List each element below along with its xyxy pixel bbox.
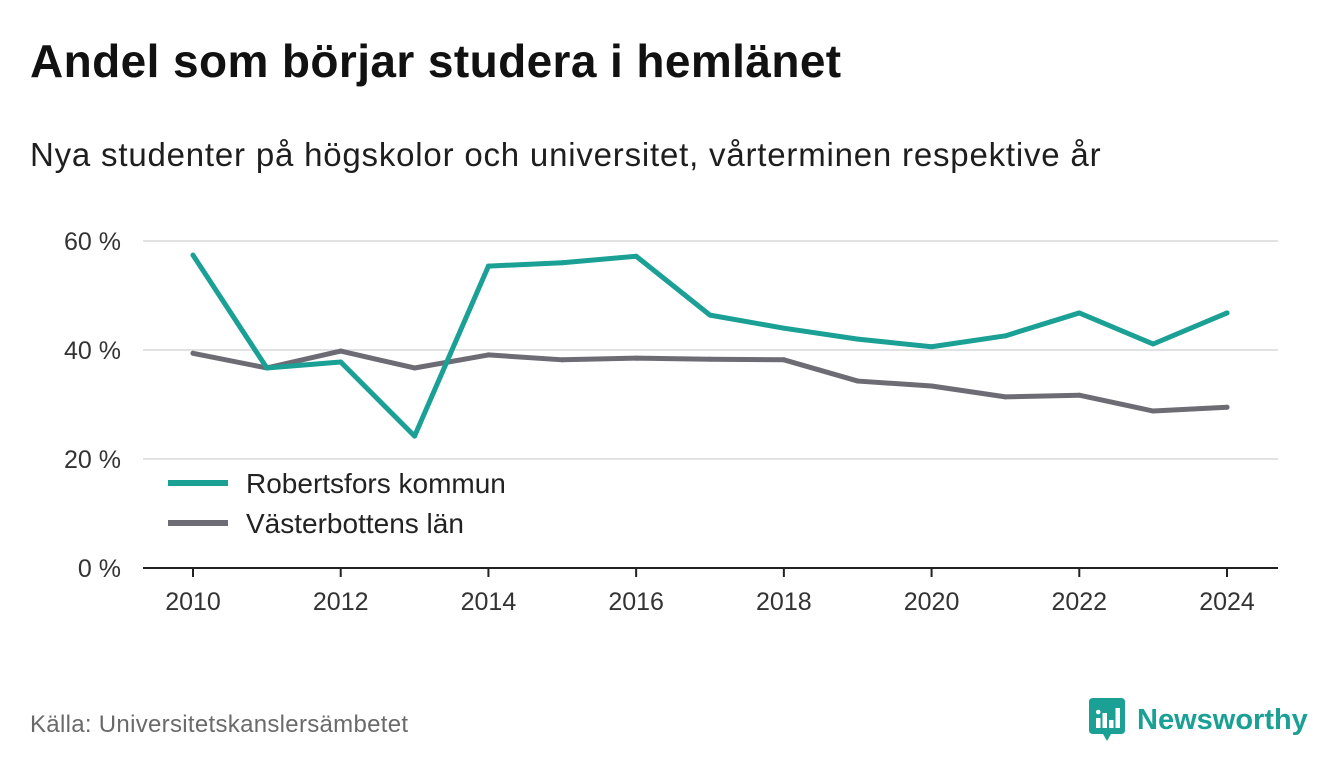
data-point bbox=[1002, 394, 1008, 400]
y-tick-label: 20 % bbox=[64, 446, 121, 474]
data-point bbox=[190, 252, 196, 258]
data-point bbox=[1150, 341, 1156, 347]
x-axis: 2010 2012 2014 2016 2018 2020 2022 2024 bbox=[143, 567, 1278, 616]
data-point bbox=[412, 365, 418, 371]
x-tick-label: 2012 bbox=[313, 588, 369, 616]
data-point bbox=[781, 357, 787, 363]
legend-item: Robertsfors kommun bbox=[168, 468, 506, 499]
data-point bbox=[485, 263, 491, 269]
data-point bbox=[707, 312, 713, 318]
data-point bbox=[1076, 310, 1082, 316]
data-point bbox=[264, 365, 270, 371]
series-vasterbottens-lan bbox=[190, 348, 1230, 414]
data-point bbox=[1224, 310, 1230, 316]
gridlines bbox=[143, 240, 1278, 460]
data-point bbox=[929, 344, 935, 350]
data-point bbox=[190, 350, 196, 356]
data-point bbox=[338, 348, 344, 354]
series-robertsfors-kommun bbox=[190, 252, 1230, 439]
y-axis: 0 % 20 % 40 % 60 % bbox=[64, 228, 121, 583]
x-tick-label: 2024 bbox=[1199, 588, 1255, 616]
x-tick-label: 2020 bbox=[904, 588, 960, 616]
data-point bbox=[633, 355, 639, 361]
brand-name: Newsworthy bbox=[1137, 704, 1308, 736]
data-point bbox=[855, 336, 861, 342]
data-point bbox=[633, 253, 639, 259]
data-point bbox=[855, 378, 861, 384]
newsworthy-logo: Newsworthy bbox=[1089, 697, 1308, 743]
legend-label: Robertsfors kommun bbox=[246, 468, 506, 499]
data-point bbox=[1224, 404, 1230, 410]
data-point bbox=[1150, 408, 1156, 414]
data-point bbox=[338, 359, 344, 365]
chart-title: Andel som börjar studera i hemlänet bbox=[30, 35, 842, 87]
source-note: Källa: Universitetskanslersämbetet bbox=[30, 711, 409, 738]
series-lines bbox=[190, 252, 1230, 439]
data-point bbox=[559, 260, 565, 266]
data-point bbox=[485, 352, 491, 358]
newsworthy-logo-icon bbox=[1089, 698, 1125, 741]
x-tick-label: 2016 bbox=[608, 588, 664, 616]
legend: Robertsfors kommun Västerbottens län bbox=[168, 468, 506, 539]
data-point bbox=[559, 357, 565, 363]
data-point bbox=[929, 383, 935, 389]
data-point bbox=[781, 325, 787, 331]
data-point bbox=[412, 433, 418, 439]
y-tick-label: 60 % bbox=[64, 228, 121, 256]
x-tick-label: 2022 bbox=[1051, 588, 1107, 616]
data-point bbox=[1076, 392, 1082, 398]
x-tick-label: 2014 bbox=[461, 588, 517, 616]
series-line bbox=[190, 252, 1230, 439]
legend-item: Västerbottens län bbox=[168, 508, 464, 539]
line-chart: 0 % 20 % 40 % 60 % 2010 2012 2014 2016 2018 2020… bbox=[64, 228, 1278, 616]
data-point bbox=[1002, 333, 1008, 339]
x-tick-label: 2010 bbox=[165, 588, 221, 616]
x-tick-label: 2018 bbox=[756, 588, 812, 616]
y-tick-label: 0 % bbox=[78, 555, 121, 583]
data-point bbox=[707, 356, 713, 362]
y-tick-label: 40 % bbox=[64, 337, 121, 365]
legend-label: Västerbottens län bbox=[246, 508, 464, 539]
chart-subtitle: Nya studenter på högskolor och universit… bbox=[30, 136, 1102, 173]
